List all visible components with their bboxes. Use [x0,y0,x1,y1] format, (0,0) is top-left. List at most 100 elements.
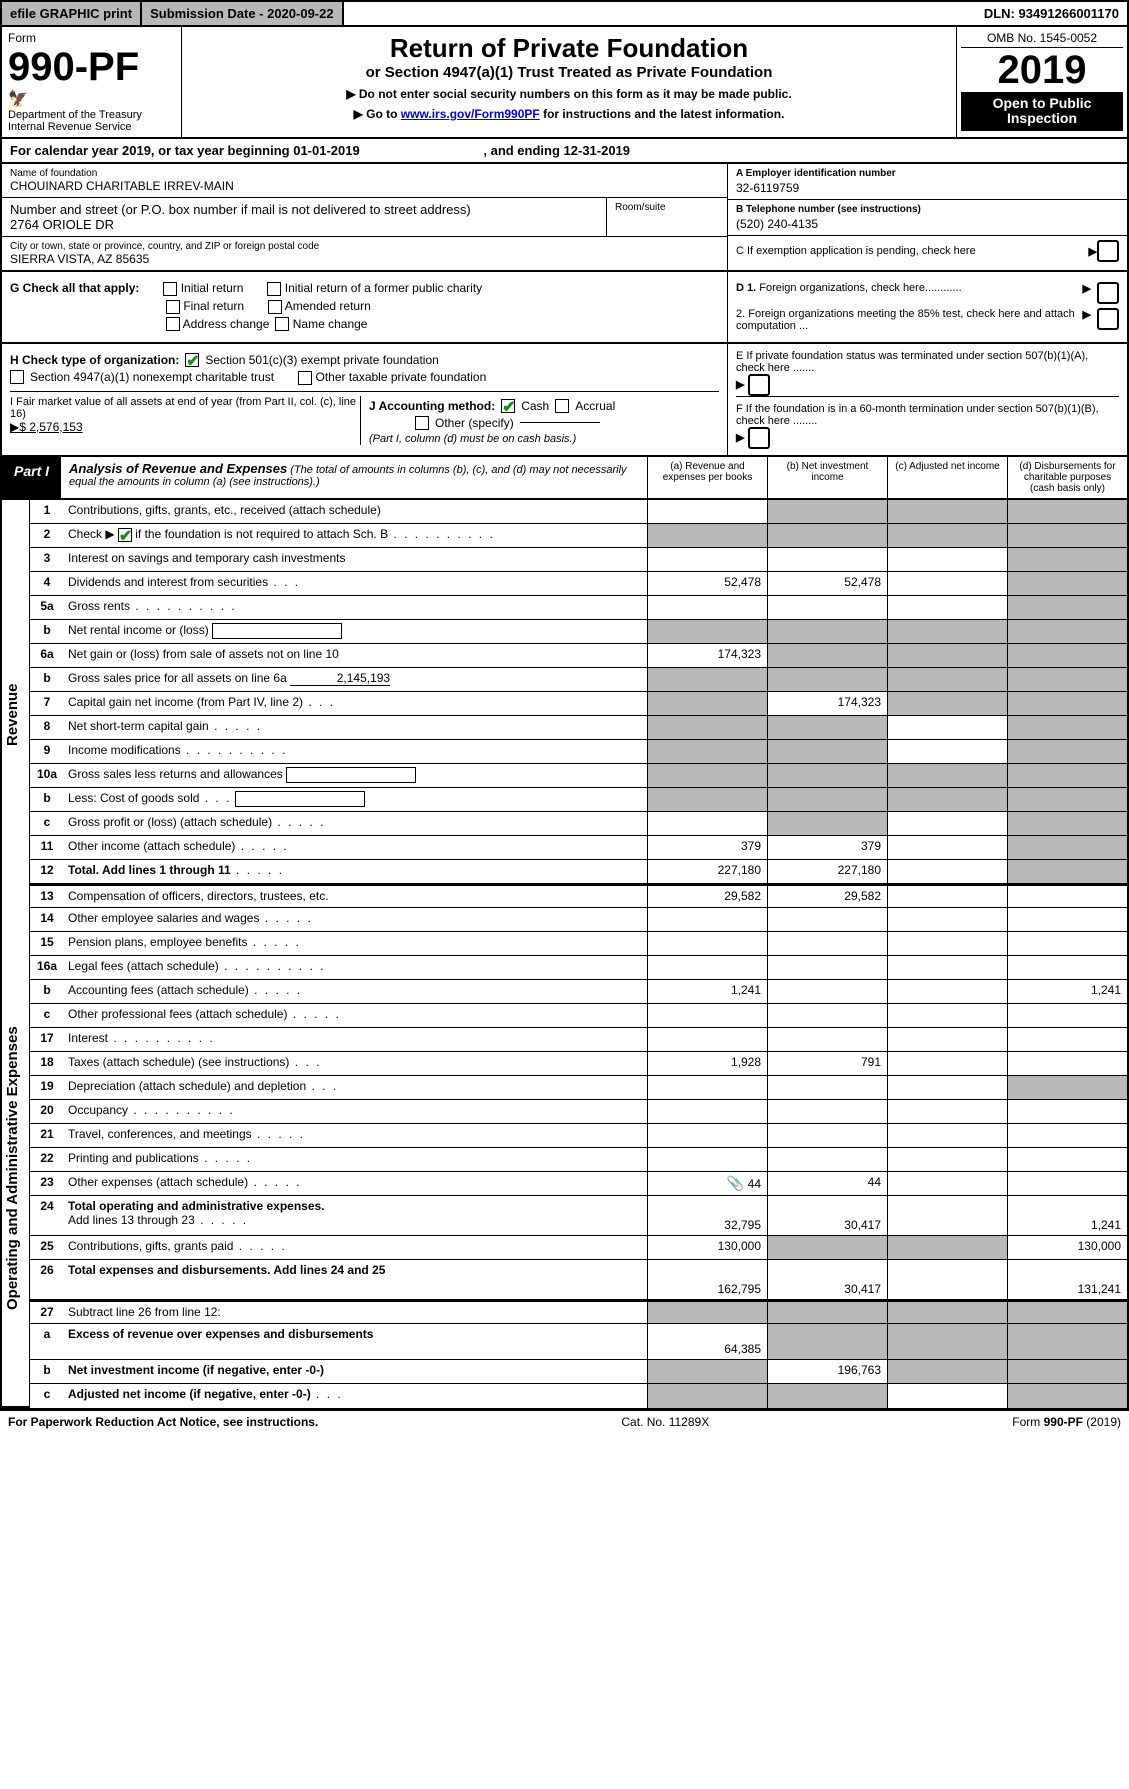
cell-c [887,500,1007,523]
cell-a [647,1076,767,1099]
cell-b [767,1076,887,1099]
table-row: bLess: Cost of goods sold [30,788,1127,812]
table-row: 27Subtract line 26 from line 12: [30,1300,1127,1324]
table-row: 12Total. Add lines 1 through 11227,18022… [30,860,1127,884]
row-desc: Income modifications [64,740,647,763]
form990pf-link[interactable]: www.irs.gov/Form990PF [401,107,540,121]
dln-label: DLN: 93491266001170 [976,2,1127,25]
f-checkbox[interactable] [748,427,770,449]
header-left: Form 990-PF 🦅 Department of the Treasury… [2,27,182,137]
cell-d [1007,1172,1127,1195]
table-row: bAccounting fees (attach schedule)1,2411… [30,980,1127,1004]
cash-label: Cash [521,399,549,413]
cash-checkbox[interactable] [501,399,515,413]
col-d-header: (d) Disbursements for charitable purpose… [1007,457,1127,498]
501c3-checkbox[interactable] [185,353,199,367]
row-desc: Gross profit or (loss) (attach schedule) [64,812,647,835]
cell-b: 791 [767,1052,887,1075]
attachment-icon[interactable]: 📎 [727,1175,744,1191]
cell-b [767,620,887,643]
form-header: Form 990-PF 🦅 Department of the Treasury… [0,27,1129,139]
cell-d [1007,1124,1127,1147]
j-block: J Accounting method: Cash Accrual Other … [360,396,719,445]
final-return-checkbox[interactable] [166,300,180,314]
cell-c [887,1100,1007,1123]
cell-c [887,860,1007,883]
cell-d [1007,1384,1127,1408]
accrual-checkbox[interactable] [555,399,569,413]
other-method-checkbox[interactable] [415,416,429,430]
cell-b: 227,180 [767,860,887,883]
cell-d [1007,956,1127,979]
initial-former-checkbox[interactable] [267,282,281,296]
efile-print-button[interactable]: efile GRAPHIC print [2,2,142,25]
foundation-info: Name of foundation CHOUINARD CHARITABLE … [0,164,1129,272]
addr-change-checkbox[interactable] [166,317,180,331]
g-label: G Check all that apply: [10,281,139,295]
cell-b [767,548,887,571]
note2-post: for instructions and the latest informat… [540,107,785,121]
cell-c [887,1148,1007,1171]
cell-c [887,1302,1007,1323]
cell-d [1007,1076,1127,1099]
exemption-label: C If exemption application is pending, c… [736,245,1089,257]
room-label: Room/suite [615,202,719,213]
table-row: bGross sales price for all assets on lin… [30,668,1127,692]
cell-b [767,1236,887,1259]
cell-d [1007,620,1127,643]
cell-a: 227,180 [647,860,767,883]
cell-a [647,548,767,571]
cell-b: 196,763 [767,1360,887,1383]
amended-return-checkbox[interactable] [268,300,282,314]
cell-a: 29,582 [647,886,767,907]
other-specify-input[interactable] [520,422,600,423]
cell-a [647,812,767,835]
city-label: City or town, state or province, country… [10,241,719,252]
cell-a [647,740,767,763]
omb-number: OMB No. 1545-0052 [961,31,1123,48]
cell-b [767,932,887,955]
e-checkbox[interactable] [748,374,770,396]
cell-d [1007,764,1127,787]
gross-sales-box[interactable] [286,767,416,783]
cogs-box[interactable] [235,791,365,807]
cell-c [887,908,1007,931]
other-taxable-checkbox[interactable] [298,371,312,385]
phone-row: B Telephone number (see instructions) (5… [728,200,1127,236]
form-number: 990-PF [8,47,175,87]
sch-b-checkbox[interactable] [118,528,132,542]
rental-income-box[interactable] [212,623,342,639]
addr-row: Number and street (or P.O. box number if… [2,198,727,237]
4947-checkbox[interactable] [10,370,24,384]
table-row: 26Total expenses and disbursements. Add … [30,1260,1127,1300]
row-desc: Capital gain net income (from Part IV, l… [64,692,647,715]
cell-d: 1,241 [1007,1196,1127,1235]
cell-a: 174,323 [647,644,767,667]
exemption-row: C If exemption application is pending, c… [728,236,1127,266]
cell-c [887,548,1007,571]
cell-d [1007,1148,1127,1171]
d2-checkbox[interactable] [1097,308,1119,330]
g-line2: Final return Amended return [10,299,719,314]
cell-c [887,956,1007,979]
table-row: 2Check ▶ if the foundation is not requir… [30,524,1127,548]
h-label: H Check type of organization: [10,353,179,367]
exemption-checkbox[interactable] [1097,240,1119,262]
501c3-label: Section 501(c)(3) exempt private foundat… [205,353,438,367]
d1-checkbox[interactable] [1097,282,1119,304]
name-change-checkbox[interactable] [275,317,289,331]
col-a-header: (a) Revenue and expenses per books [647,457,767,498]
ef-right: E If private foundation status was termi… [727,344,1127,455]
cell-d [1007,500,1127,523]
cell-a: 130,000 [647,1236,767,1259]
cell-c [887,1360,1007,1383]
row-desc: Compensation of officers, directors, tru… [64,886,647,907]
form-subtitle: or Section 4947(a)(1) Trust Treated as P… [190,64,948,81]
cell-d [1007,524,1127,547]
d1-text: Foreign organizations, check here.......… [759,282,961,294]
page-footer: For Paperwork Reduction Act Notice, see … [0,1410,1129,1433]
cell-b [767,1124,887,1147]
cell-b [767,596,887,619]
initial-return-checkbox[interactable] [163,282,177,296]
cell-c [887,596,1007,619]
